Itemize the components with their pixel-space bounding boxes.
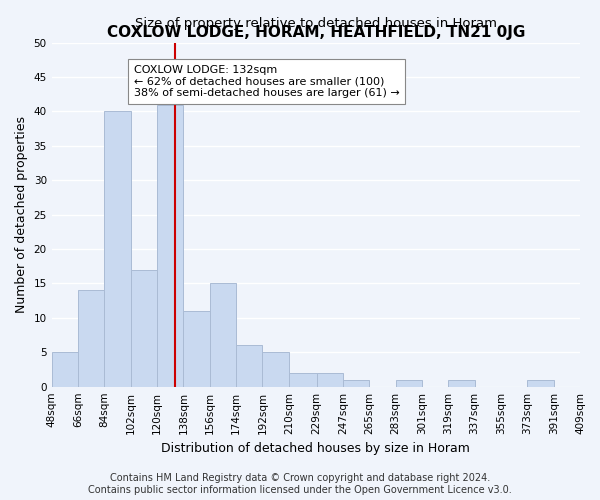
Text: Contains HM Land Registry data © Crown copyright and database right 2024.
Contai: Contains HM Land Registry data © Crown c… bbox=[88, 474, 512, 495]
Bar bbox=[317, 373, 343, 386]
Bar bbox=[527, 380, 554, 386]
Bar bbox=[104, 112, 131, 386]
Bar bbox=[52, 352, 78, 386]
Bar bbox=[448, 380, 475, 386]
Title: COXLOW LODGE, HORAM, HEATHFIELD, TN21 0JG: COXLOW LODGE, HORAM, HEATHFIELD, TN21 0J… bbox=[107, 25, 525, 40]
Bar bbox=[236, 346, 262, 387]
Y-axis label: Number of detached properties: Number of detached properties bbox=[15, 116, 28, 313]
Bar bbox=[78, 290, 104, 386]
Text: Size of property relative to detached houses in Horam: Size of property relative to detached ho… bbox=[135, 16, 497, 30]
Bar bbox=[210, 284, 236, 387]
X-axis label: Distribution of detached houses by size in Horam: Distribution of detached houses by size … bbox=[161, 442, 470, 455]
Bar bbox=[262, 352, 289, 386]
Bar bbox=[184, 311, 210, 386]
Bar bbox=[343, 380, 369, 386]
Bar bbox=[395, 380, 422, 386]
Bar bbox=[131, 270, 157, 386]
Text: COXLOW LODGE: 132sqm
← 62% of detached houses are smaller (100)
38% of semi-deta: COXLOW LODGE: 132sqm ← 62% of detached h… bbox=[134, 65, 400, 98]
Bar bbox=[157, 104, 184, 386]
Bar bbox=[289, 373, 317, 386]
